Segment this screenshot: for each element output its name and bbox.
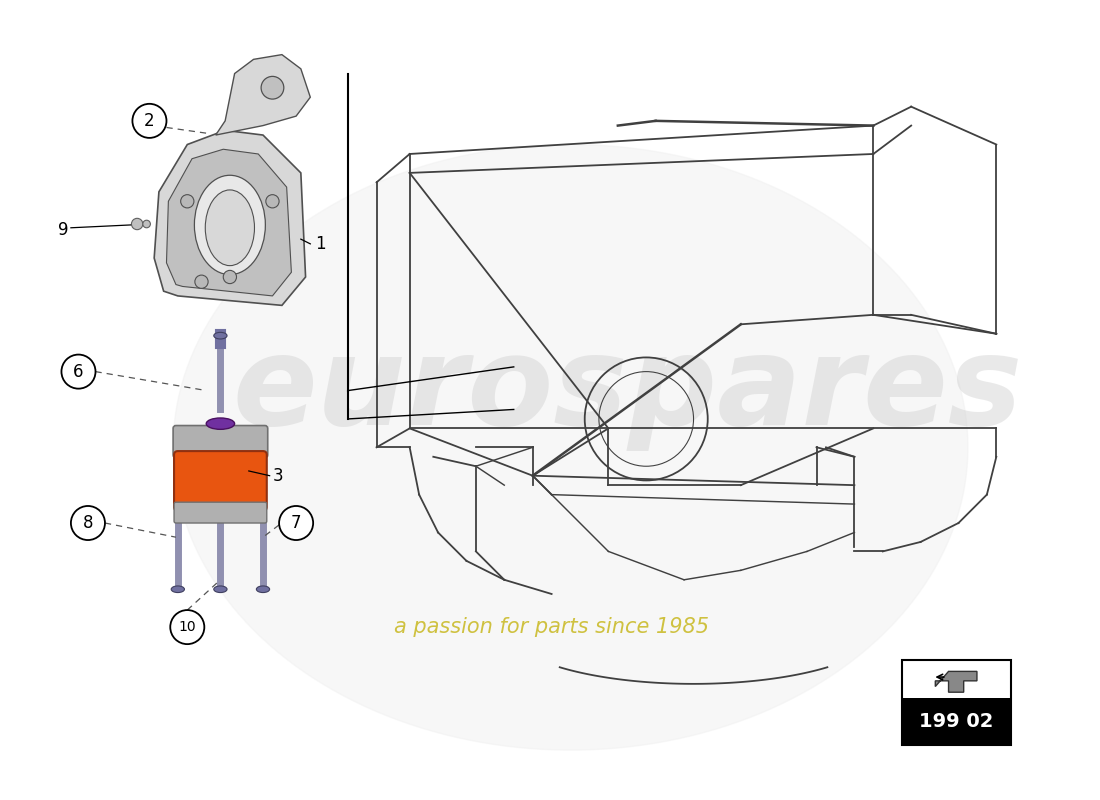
Polygon shape [216, 54, 310, 135]
Circle shape [170, 610, 205, 644]
Circle shape [143, 220, 151, 228]
Text: a passion for parts since 1985: a passion for parts since 1985 [394, 617, 710, 637]
Polygon shape [173, 145, 968, 750]
FancyBboxPatch shape [902, 660, 1011, 746]
Text: 8: 8 [82, 514, 94, 532]
Ellipse shape [195, 175, 265, 274]
FancyBboxPatch shape [902, 698, 1011, 746]
Circle shape [261, 76, 284, 99]
Circle shape [180, 194, 194, 208]
Ellipse shape [256, 586, 270, 593]
Ellipse shape [172, 586, 185, 593]
Text: 1: 1 [315, 235, 326, 253]
Circle shape [266, 194, 279, 208]
Circle shape [279, 506, 313, 540]
Ellipse shape [206, 190, 254, 266]
FancyBboxPatch shape [173, 426, 267, 458]
Text: 6: 6 [74, 362, 84, 381]
Text: 10: 10 [178, 620, 196, 634]
Text: 7: 7 [290, 514, 301, 532]
Text: eurospares: eurospares [232, 330, 1022, 451]
FancyBboxPatch shape [174, 451, 267, 510]
Text: 3: 3 [273, 466, 283, 485]
Polygon shape [166, 150, 292, 296]
Circle shape [62, 354, 96, 389]
Circle shape [195, 275, 208, 288]
FancyBboxPatch shape [174, 502, 267, 523]
Text: 9: 9 [57, 221, 68, 238]
Text: 199 02: 199 02 [918, 712, 993, 731]
Circle shape [132, 218, 143, 230]
Ellipse shape [213, 586, 227, 593]
Circle shape [223, 270, 236, 284]
Polygon shape [154, 130, 306, 306]
Ellipse shape [206, 418, 234, 430]
Circle shape [132, 104, 166, 138]
Ellipse shape [213, 332, 227, 339]
Text: 2: 2 [144, 112, 155, 130]
Polygon shape [935, 671, 977, 692]
Circle shape [70, 506, 104, 540]
